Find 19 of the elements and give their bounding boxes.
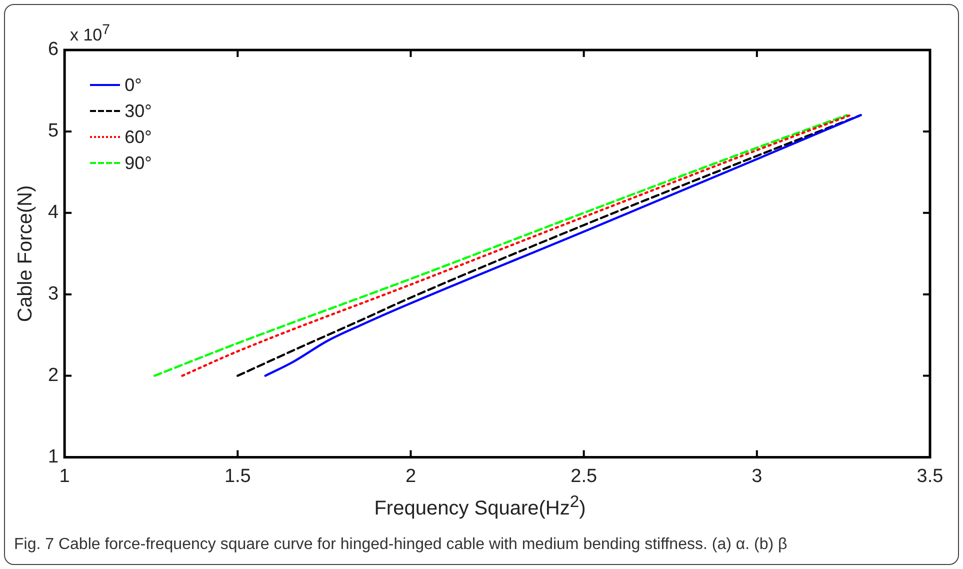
x-tick-label: 2 [405, 466, 416, 487]
legend-label: 30° [124, 100, 152, 122]
x-tick-label: 3 [752, 466, 762, 487]
x-axis-title: Frequency Square(Hz$^{2}$) [373, 492, 587, 521]
legend-label: 60° [124, 126, 152, 148]
text: x 10$^{7}$ [70, 22, 110, 46]
legend-label: 90° [124, 152, 152, 174]
caption: Fig. 7 Cable force-frequency square curve for hinged-hinged cable with medium bending stiffness. (a) α. (b) β [14, 536, 788, 554]
y-tick-label: 4 [48, 202, 59, 224]
x-tick-label: 3.5 [916, 466, 944, 487]
y-tick-label: 2 [48, 364, 59, 386]
x-tick-label: 1.5 [224, 466, 251, 487]
y-tick-label: 1 [48, 446, 59, 468]
y-axis-title: Cable Force(N) [14, 185, 37, 322]
y-tick-label: 5 [48, 120, 59, 142]
y-tick-label: 3 [48, 284, 59, 305]
legend-label: 0° [124, 74, 142, 96]
x-tick-label: 2.5 [570, 466, 598, 487]
y-tick-label: 6 [48, 39, 59, 60]
